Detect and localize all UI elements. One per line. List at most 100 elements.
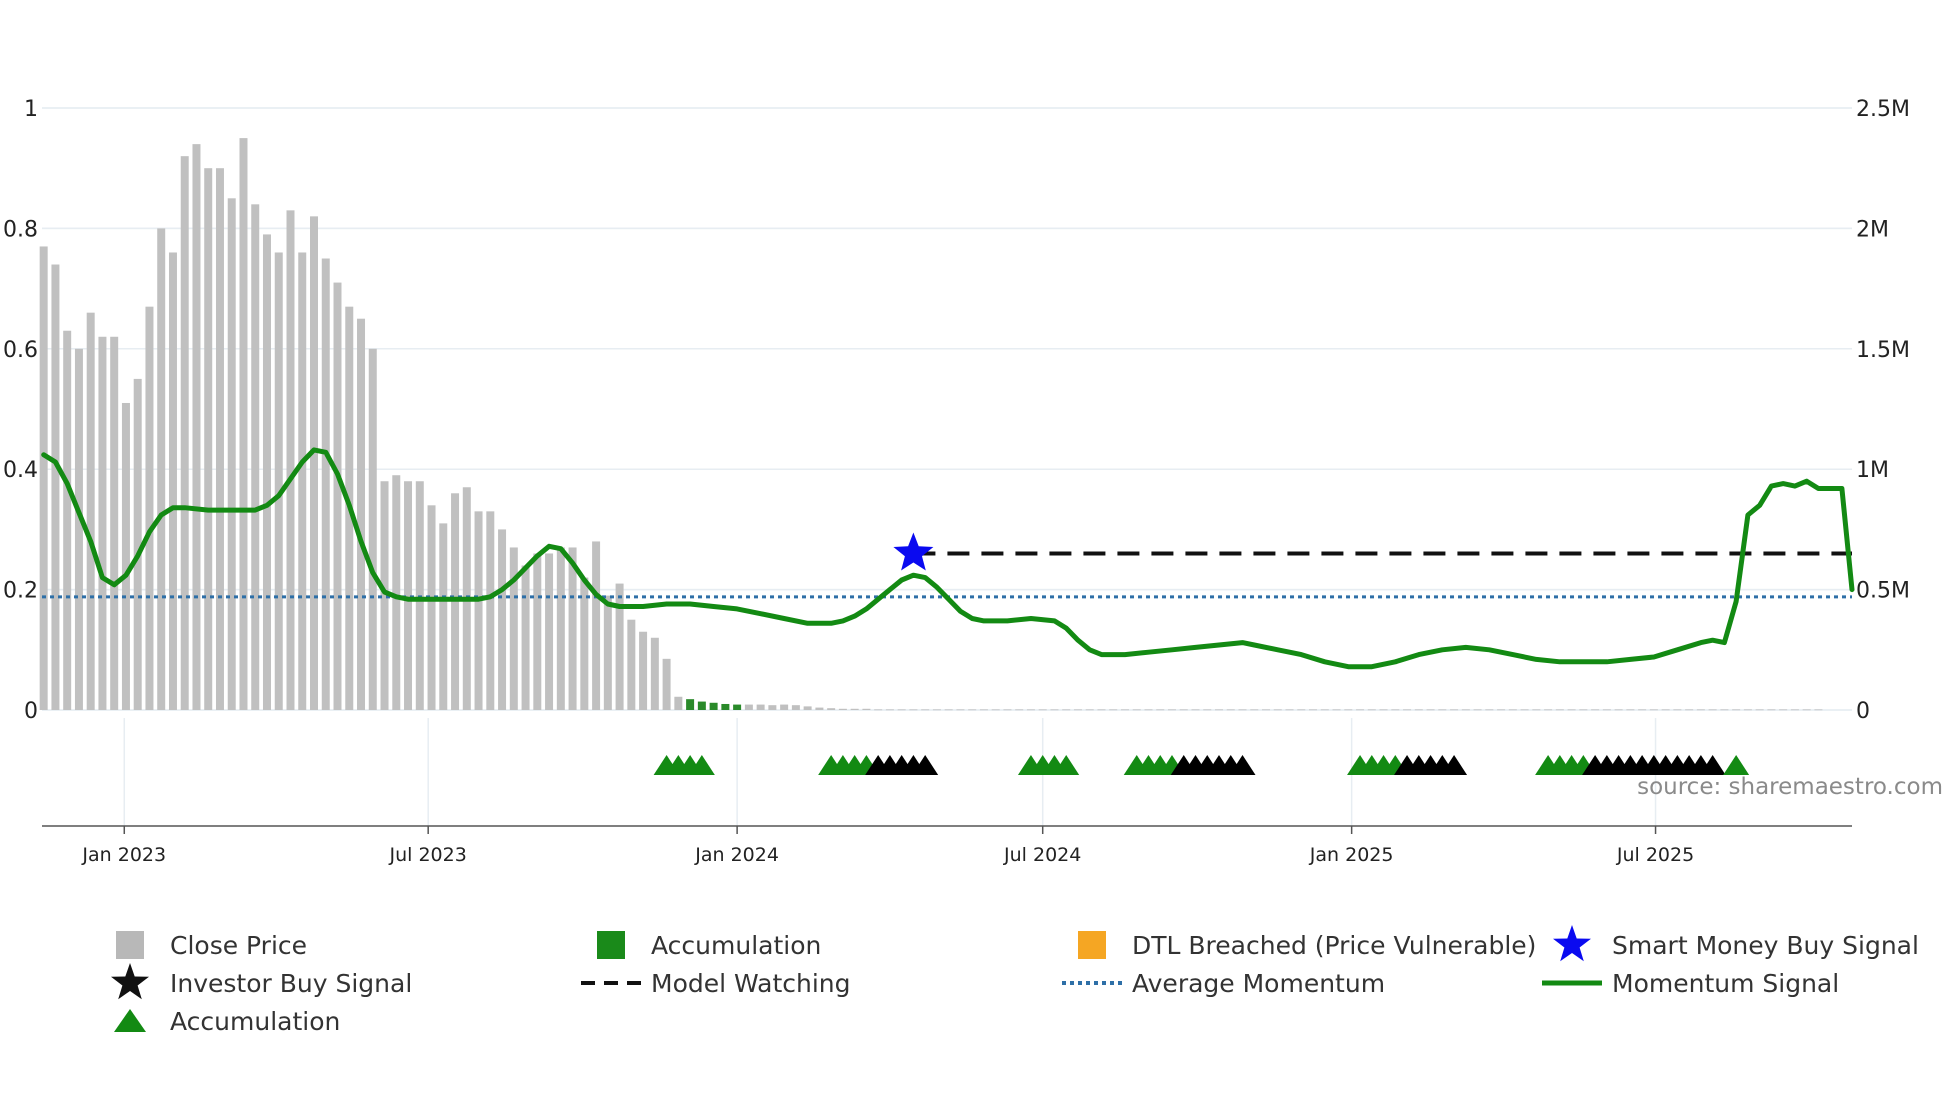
close-price-bar — [1050, 709, 1059, 711]
close-price-bar — [1262, 709, 1271, 711]
accumulation-marker — [1723, 755, 1750, 775]
close-price-bar — [1356, 709, 1365, 711]
close-price-bar — [1685, 709, 1694, 711]
close-price-bar — [1567, 709, 1576, 711]
close-price-bar — [603, 595, 612, 710]
close-price-bar — [568, 547, 577, 710]
close-price-bar — [1626, 709, 1635, 711]
close-price-bar — [639, 631, 648, 710]
x-tick-label: Jul 2024 — [1003, 844, 1081, 866]
close-price-bar — [1320, 709, 1329, 711]
legend-square-icon — [116, 931, 144, 959]
close-price-bar — [1191, 709, 1200, 711]
close-price-bar — [74, 348, 83, 710]
close-price-bar — [850, 708, 859, 710]
close-price-bar — [157, 228, 166, 710]
legend-label: Model Watching — [651, 969, 851, 998]
close-price-bar — [780, 704, 789, 710]
legend-item: Close Price — [116, 931, 307, 960]
close-price-bar — [1767, 709, 1776, 711]
close-price-bar — [404, 481, 413, 710]
close-price-bar — [885, 709, 894, 711]
close-price-bar — [1473, 709, 1482, 711]
close-price-bar — [333, 282, 342, 710]
close-price-bar — [133, 378, 142, 710]
close-price-bar — [956, 709, 965, 711]
close-price-bar — [791, 705, 800, 710]
close-price-bar — [427, 505, 436, 710]
close-price-bar — [1661, 709, 1670, 711]
close-price-bar — [979, 709, 988, 711]
close-price-bar — [86, 312, 95, 710]
close-price-bar — [204, 168, 213, 710]
close-price-bar — [121, 402, 130, 710]
close-price-bar — [1649, 709, 1658, 711]
left-tick-label: 1 — [24, 97, 38, 122]
close-price-bar — [1602, 709, 1611, 711]
close-price-bar — [627, 619, 636, 710]
close-price-bar — [768, 705, 777, 710]
legend: Close Price Accumulation DTL Breached (Pri… — [111, 925, 1919, 1036]
close-price-bar — [1309, 709, 1318, 711]
close-price-bar — [1696, 709, 1705, 711]
legend-label: Accumulation — [651, 931, 821, 960]
legend-item: Smart Money Buy Signal — [1553, 925, 1919, 962]
close-price-bar — [533, 553, 542, 710]
accumulation-marker — [1053, 755, 1080, 775]
close-price-bar — [474, 511, 483, 710]
close-price-bar — [486, 511, 495, 710]
close-price-bar — [827, 708, 836, 710]
legend-label: Smart Money Buy Signal — [1612, 931, 1919, 960]
close-price-bar — [145, 306, 154, 710]
close-price-bar — [39, 246, 48, 710]
close-price-bar — [1614, 709, 1623, 711]
source-label: source: sharemaestro.com — [1637, 774, 1943, 800]
legend-label: DTL Breached (Price Vulnerable) — [1132, 931, 1536, 960]
legend-label: Average Momentum — [1132, 969, 1385, 998]
legend-label: Investor Buy Signal — [170, 969, 412, 998]
close-price-bar — [1144, 709, 1153, 711]
signal-markers — [653, 755, 1750, 775]
close-price-bar — [298, 252, 307, 711]
close-price-bar — [1814, 709, 1823, 711]
close-price-bar — [1285, 709, 1294, 711]
right-tick-label: 2.5M — [1856, 97, 1910, 122]
close-price-bar — [1003, 709, 1012, 711]
close-price-bar — [215, 168, 224, 710]
grid — [42, 107, 1852, 826]
close-price-bar — [1555, 709, 1564, 711]
close-price-bar — [1779, 709, 1788, 711]
close-price-bar — [239, 138, 248, 711]
close-price-bar — [592, 541, 601, 710]
close-price-bar — [1109, 709, 1118, 711]
close-price-bar — [932, 709, 941, 711]
legend-item: Average Momentum — [1062, 969, 1385, 998]
close-price-bar — [380, 481, 389, 710]
smart-money-buy-star — [893, 532, 934, 571]
close-price-bar — [1403, 709, 1412, 711]
left-tick-label: 0.2 — [3, 579, 38, 604]
close-price-bar — [1026, 709, 1035, 711]
close-price-bar — [1638, 709, 1647, 711]
close-price-bar — [1297, 709, 1306, 711]
close-price-bar — [897, 709, 906, 711]
close-price-bar — [815, 707, 824, 710]
close-price-bar — [1497, 709, 1506, 711]
axes: 0 0.2 0.4 0.6 0.8 1 0 0.5M 1M 1.5M 2M 2.5M Jan 2023 J… — [3, 97, 1910, 866]
close-price-bar — [1238, 709, 1247, 711]
close-price-bar — [721, 703, 730, 710]
close-price-bar — [921, 709, 930, 711]
close-price-bar — [1743, 709, 1752, 711]
close-price-bar — [357, 318, 366, 710]
close-price-bar — [1708, 709, 1717, 711]
close-price-bar — [1367, 709, 1376, 711]
close-price-bar — [321, 258, 330, 710]
close-price-bar — [1391, 709, 1400, 711]
right-tick-label: 1.5M — [1856, 338, 1910, 363]
legend-triangle-icon — [114, 1009, 146, 1032]
close-price-bar — [227, 198, 236, 711]
legend-item: Accumulation — [597, 931, 821, 960]
right-tick-label: 2M — [1856, 217, 1889, 242]
x-tick-label: Jul 2025 — [1616, 844, 1694, 866]
investor-buy-signal-marker — [1441, 755, 1468, 775]
